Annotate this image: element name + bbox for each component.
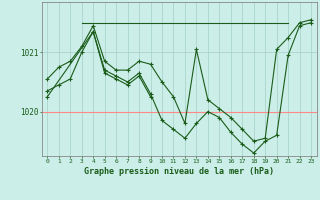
X-axis label: Graphe pression niveau de la mer (hPa): Graphe pression niveau de la mer (hPa) — [84, 167, 274, 176]
